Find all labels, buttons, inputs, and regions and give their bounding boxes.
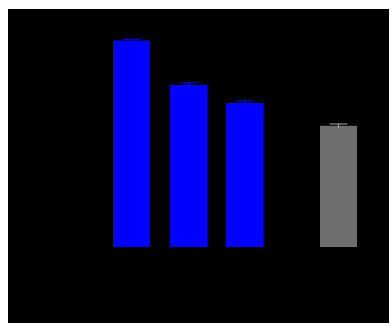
bar-2	[170, 85, 207, 247]
error-bar-group	[122, 38, 348, 128]
bar-4	[320, 125, 357, 247]
bar-group	[113, 40, 357, 247]
bar-1	[113, 40, 150, 247]
bar-3	[226, 103, 263, 247]
